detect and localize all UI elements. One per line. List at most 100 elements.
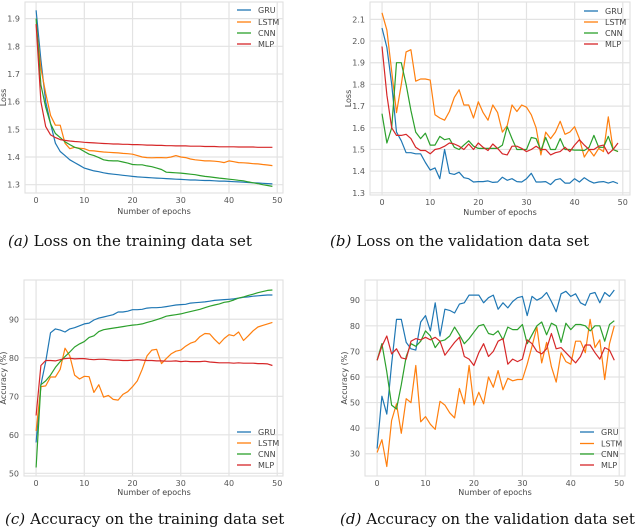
series-line-gru (35, 294, 273, 443)
legend-label-gru: GRU (601, 428, 619, 437)
legend-label-cnn: CNN (258, 450, 276, 459)
y-tick-label: 1.3 (7, 181, 20, 190)
legend-label-lstm: LSTM (601, 440, 622, 449)
x-axis-label: Number of epochs (458, 488, 531, 497)
x-tick-label: 0 (379, 198, 384, 207)
x-tick-label: 10 (79, 479, 89, 488)
x-tick-label: 10 (425, 198, 435, 207)
x-tick-label: 30 (176, 479, 186, 488)
legend-label-lstm: LSTM (605, 18, 626, 27)
plot-area (23, 279, 284, 477)
x-tick-label: 0 (34, 196, 39, 205)
y-axis-label: Accuracy (%) (340, 352, 349, 405)
y-tick-label: 1.9 (352, 59, 365, 68)
caption-text: Loss on the validation data set (356, 232, 589, 250)
series-line-cnn (376, 320, 615, 410)
caption-label: (d) (340, 510, 361, 528)
x-tick-label: 40 (224, 479, 234, 488)
x-axis-label: Number of epochs (117, 488, 190, 497)
y-tick-label: 1.7 (352, 102, 365, 111)
caption-label: (a) (8, 232, 29, 250)
y-tick-label: 90 (9, 315, 19, 324)
y-tick-label: 1.5 (7, 125, 20, 134)
series-line-gru (381, 27, 619, 186)
y-tick-label: 2.0 (352, 37, 365, 46)
caption-text: Loss on the training data set (34, 232, 252, 250)
plot-area (24, 1, 284, 194)
y-axis-label: Loss (0, 89, 8, 107)
series-line-cnn (381, 62, 619, 153)
y-tick-label: 80 (9, 354, 19, 363)
legend-label-mlp: MLP (601, 461, 617, 470)
subplot-caption: (c) Accuracy on the training data set (5, 510, 284, 528)
x-tick-label: 40 (566, 479, 576, 488)
legend-label-gru: GRU (258, 6, 276, 15)
y-tick-label: 1.9 (7, 15, 20, 24)
x-tick-label: 20 (127, 479, 137, 488)
x-tick-label: 20 (473, 198, 483, 207)
x-tick-label: 0 (375, 479, 380, 488)
subplot-a: 0 10 20 30 40 50 1.3 1.4 1.5 1.6 1.7 1.8 1.9 Number o… (0, 1, 284, 250)
legend-label-cnn: CNN (258, 29, 276, 38)
y-tick-label: 1.4 (352, 167, 365, 176)
y-tick-label: 70 (350, 347, 360, 356)
subplot-caption: (d) Accuracy on the validation data set (340, 510, 635, 528)
x-tick-label: 50 (272, 479, 282, 488)
y-tick-label: 60 (9, 431, 19, 440)
y-tick-label: 80 (350, 322, 360, 331)
legend-label-lstm: LSTM (258, 18, 279, 27)
subplot-c: 0 10 20 30 40 50 50 60 70 80 90 Number of epochs Acc… (0, 279, 284, 528)
x-axis-label: Number of epochs (463, 208, 536, 217)
legend-label-mlp: MLP (258, 40, 274, 49)
series-line-lstm (35, 321, 273, 431)
legend-label-gru: GRU (605, 7, 623, 16)
y-tick-label: 2.1 (352, 15, 365, 24)
y-tick-label: 1.8 (7, 42, 20, 51)
caption-label: (b) (330, 232, 351, 250)
y-tick-label: 90 (350, 296, 360, 305)
series-line-mlp (381, 46, 619, 156)
y-tick-label: 40 (350, 424, 360, 433)
y-tick-label: 50 (350, 399, 360, 408)
series-line-mlp (35, 24, 273, 148)
x-tick-label: 10 (420, 479, 430, 488)
subplot-b: 0 10 20 30 40 50 1.3 1.4 1.5 1.6 1.7 1.8 1.9 2.0 2.1 Nu… (330, 1, 631, 250)
x-tick-label: 40 (570, 198, 580, 207)
caption-text: Accuracy on the validation data set (365, 510, 635, 528)
y-tick-label: 1.8 (352, 80, 365, 89)
series-line-lstm (376, 318, 615, 468)
x-tick-label: 0 (34, 479, 39, 488)
y-tick-label: 60 (350, 373, 360, 382)
x-tick-label: 30 (517, 479, 527, 488)
y-tick-label: 1.4 (7, 153, 20, 162)
series-line-mlp (35, 357, 273, 416)
subplot-caption: (b) Loss on the validation data set (330, 232, 589, 250)
subplot-caption: (a) Loss on the training data set (8, 232, 252, 250)
series-line-cnn (35, 289, 273, 468)
series-line-mlp (376, 332, 615, 367)
legend-label-cnn: CNN (605, 29, 623, 38)
series-line-gru (35, 10, 273, 185)
series-line-cnn (35, 18, 273, 187)
x-tick-label: 20 (127, 196, 137, 205)
legend-label-lstm: LSTM (258, 439, 279, 448)
caption-label: (c) (5, 510, 25, 528)
x-tick-label: 30 (521, 198, 531, 207)
y-tick-label: 1.5 (352, 145, 365, 154)
legend-label-mlp: MLP (605, 40, 621, 49)
x-tick-label: 40 (224, 196, 234, 205)
y-tick-label: 1.6 (352, 124, 365, 133)
legend-label-gru: GRU (258, 428, 276, 437)
x-tick-label: 50 (614, 479, 624, 488)
y-tick-label: 1.6 (7, 98, 20, 107)
x-tick-label: 20 (469, 479, 479, 488)
y-axis-label: Accuracy (%) (0, 352, 8, 405)
x-tick-label: 50 (272, 196, 282, 205)
caption-text: Accuracy on the training data set (29, 510, 284, 528)
series-line-lstm (381, 12, 619, 158)
x-axis-label: Number of epochs (117, 207, 190, 216)
plot-area (369, 1, 631, 196)
y-tick-label: 1.7 (7, 70, 20, 79)
y-tick-label: 1.3 (352, 189, 365, 198)
